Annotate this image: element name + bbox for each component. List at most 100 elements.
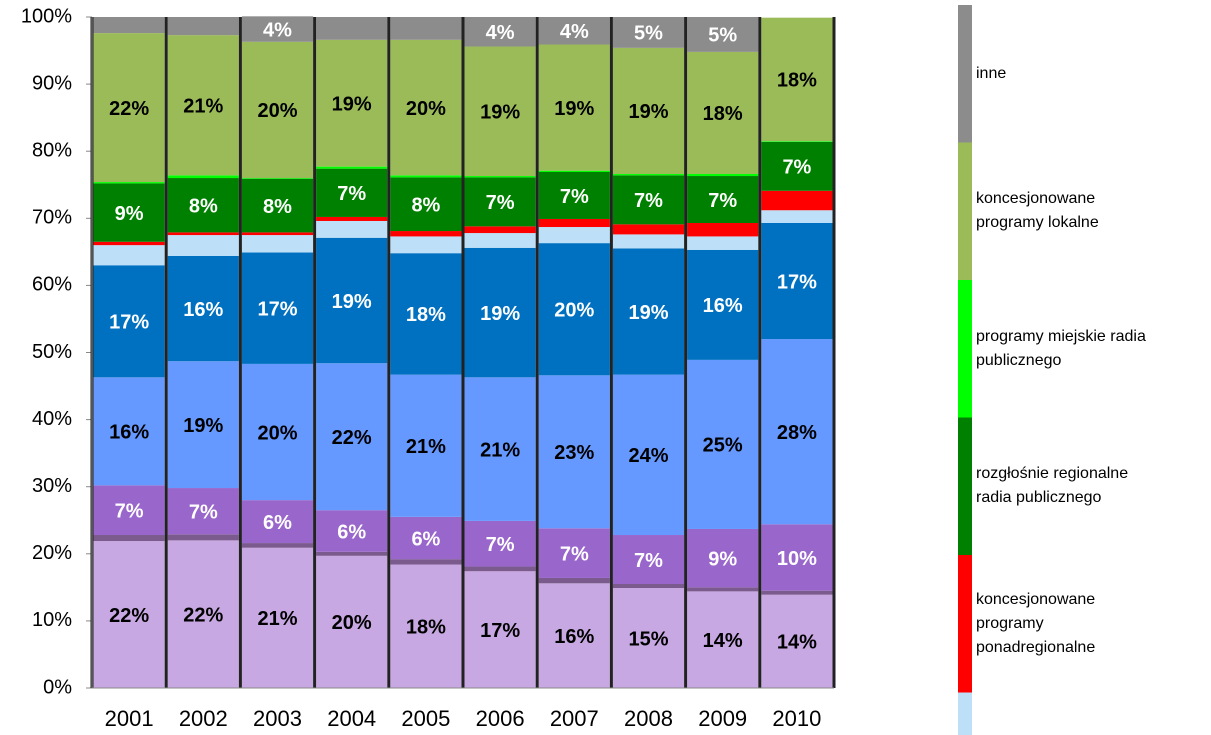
y-tick-label: 10% [32,609,72,631]
bar-segment [612,248,685,375]
bar-segment [761,210,833,223]
bar-segment [167,488,239,535]
value-label: 22% [332,427,372,449]
bar-segment [167,178,239,233]
bar-segment [464,233,536,248]
value-label: 19% [183,415,223,437]
bar-segment [464,377,536,521]
bar-segment [316,166,388,169]
value-label: 20% [406,98,446,120]
y-tick-label: 70% [32,207,72,229]
legend-swatch [958,692,972,735]
value-label: 8% [263,196,292,218]
bar-segment [241,16,314,42]
bar-segment [761,222,833,340]
bar-segment [93,541,165,688]
bar-segment [687,587,759,592]
value-label: 7% [708,190,737,212]
bar-segment [612,588,685,688]
value-label: 15% [628,628,668,650]
value-label: 17% [109,312,149,334]
y-tick-label: 80% [32,139,72,161]
value-label: 17% [257,298,297,320]
value-label: 16% [703,295,743,317]
y-tick-label: 100% [21,5,72,27]
value-label: 18% [777,70,817,92]
bar-segment [761,339,833,525]
bar-segment [241,363,314,501]
bar-segment [761,524,833,591]
x-tick-label: 2001 [105,706,154,731]
bar-segment [687,591,759,688]
bar-segment [316,216,388,221]
value-label: 22% [109,605,149,627]
value-label: 19% [480,102,520,124]
bar-segment [241,41,314,179]
x-tick-label: 2008 [624,706,673,731]
bar-segment [241,232,314,236]
value-label: 7% [189,501,218,523]
y-tick-label: 60% [32,274,72,296]
bar-segment [687,51,759,175]
legend-swatch [958,555,972,693]
bar-segment [538,375,610,529]
x-tick-label: 2006 [476,706,525,731]
bar-segment [687,174,759,177]
value-label: 16% [109,422,149,444]
bar-segment [390,516,462,560]
bar-segment [761,590,833,595]
bar-segment [612,374,685,536]
y-tick-label: 40% [32,408,72,430]
x-tick-label: 2007 [550,706,599,731]
value-label: 18% [406,304,446,326]
legend-swatch [958,417,972,555]
x-tick-label: 2009 [698,706,747,731]
value-label: 18% [406,617,446,639]
value-label: 14% [777,632,817,654]
value-label: 28% [777,422,817,444]
bar-segment [167,175,239,179]
x-tick-label: 2003 [253,706,302,731]
bar-segment [390,177,462,232]
bar-segment [612,535,685,584]
y-tick-label: 0% [43,676,72,698]
bar-segment [761,141,833,142]
bar-segment [538,218,610,228]
bar-segment [93,33,165,183]
bar-segment [167,540,239,688]
bar-segment [390,236,462,254]
bar-segment [612,224,685,235]
bar-segment [93,265,165,378]
value-label: 7% [337,183,366,205]
bar-segment [167,361,239,489]
value-label: 19% [554,98,594,120]
bar-segment [538,170,610,173]
bar-segment [93,485,165,536]
bar-segment [316,555,388,688]
bar-segment [390,564,462,688]
value-label: 19% [480,303,520,325]
value-label: 9% [708,548,737,570]
y-tick-label: 90% [32,72,72,94]
value-label: 16% [183,299,223,321]
value-label: 7% [634,190,663,212]
value-label: 4% [486,22,515,44]
bar-segment [612,17,685,48]
bar-segment [316,168,388,217]
bar-segment [93,241,165,246]
bar-segment [687,17,759,52]
bar-segment [538,227,610,244]
bar-segment [761,17,833,142]
bar-segment [538,583,610,688]
bar-segment [687,222,759,237]
bar-segment [316,363,388,511]
value-label: 8% [411,194,440,216]
bar-segment [687,249,759,360]
legend-label: koncesjonowane programy lokalne [976,190,1099,232]
bar-segment [761,190,833,211]
bar-segment [316,551,388,556]
value-label: 6% [263,512,292,534]
bar-segment [93,377,165,486]
bar-segment [93,245,165,266]
